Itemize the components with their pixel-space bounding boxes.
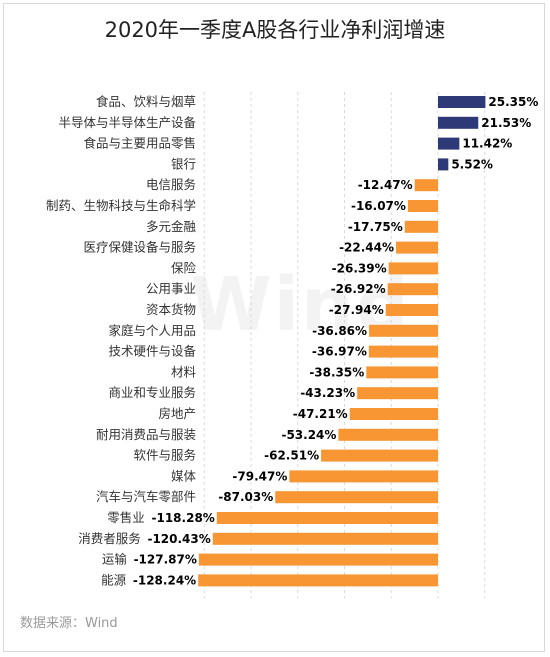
- value-labels: 25.35% 21.53% 11.42% 5.52% -12.47% -16.07% -17…: [133, 95, 539, 587]
- category-label: 半导体与半导体生产设备: [58, 115, 196, 130]
- category-label: 电信服务: [146, 177, 196, 192]
- bar: [438, 96, 486, 108]
- bar: [404, 220, 438, 233]
- value-label: -127.87%: [134, 553, 197, 567]
- value-label: -12.47%: [358, 178, 413, 192]
- category-label: 技术硬件与设备: [108, 344, 196, 359]
- category-label: 零售业: [107, 510, 145, 525]
- category-label: 食品与主要用品零售: [83, 136, 196, 151]
- category-label: 医疗保健设备与服务: [83, 240, 196, 255]
- value-label: 21.53%: [481, 116, 531, 130]
- category-label: 商业和专业服务: [108, 385, 196, 400]
- value-label: -36.97%: [312, 345, 367, 359]
- bar: [366, 366, 438, 379]
- category-label: 耐用消费品与服装: [96, 427, 196, 442]
- bar: [349, 408, 438, 420]
- value-label: -26.92%: [331, 282, 386, 296]
- value-label: -128.24%: [133, 573, 196, 587]
- value-label: -47.21%: [293, 407, 348, 421]
- bar: [438, 137, 460, 150]
- bar: [368, 345, 438, 358]
- data-source-note: 数据来源：Wind: [20, 616, 118, 631]
- bar: [407, 200, 438, 212]
- bar: [338, 428, 438, 441]
- category-label: 运输: [102, 552, 128, 567]
- value-label: -79.47%: [232, 469, 287, 483]
- value-label: -87.03%: [218, 490, 273, 504]
- category-label: 媒体: [171, 468, 197, 483]
- bar: [438, 158, 449, 171]
- category-label: 能源: [101, 572, 127, 587]
- value-label: -26.39%: [332, 261, 387, 275]
- bar: [369, 324, 438, 337]
- bar: [438, 116, 479, 129]
- value-label: -43.23%: [300, 386, 355, 400]
- category-label: 软件与服务: [133, 448, 196, 463]
- value-label: -17.75%: [348, 220, 403, 234]
- value-label: -38.35%: [309, 365, 364, 379]
- category-label: 制药、生物科技与生命科学: [46, 198, 196, 213]
- chart-title: 2020年一季度A股各行业净利润增速: [104, 18, 446, 42]
- category-label: 消费者服务: [78, 531, 141, 546]
- category-label: 房地产: [158, 406, 196, 421]
- value-label: -120.43%: [147, 532, 210, 546]
- value-label: 25.35%: [488, 95, 538, 109]
- category-label: 保险: [171, 260, 197, 275]
- category-label: 多元金融: [146, 219, 197, 234]
- value-label: -27.94%: [329, 303, 384, 317]
- value-label: -118.28%: [152, 511, 215, 525]
- category-label: 家庭与个人用品: [108, 323, 196, 338]
- category-label: 资本货物: [146, 302, 196, 317]
- bar: [289, 470, 438, 483]
- value-label: -22.44%: [339, 241, 394, 255]
- category-label: 食品、饮料与烟草: [96, 94, 196, 109]
- bar: [388, 262, 438, 275]
- value-label: -36.86%: [312, 324, 367, 338]
- bar: [396, 241, 438, 254]
- bar: [275, 491, 438, 504]
- bar: [321, 449, 438, 462]
- bar: [198, 553, 438, 566]
- value-label: 5.52%: [451, 157, 493, 171]
- category-label: 银行: [171, 156, 196, 171]
- category-label: 汽车与汽车零部件: [96, 489, 196, 504]
- bars: [198, 96, 486, 587]
- value-label: -62.51%: [264, 449, 319, 463]
- category-label: 材料: [171, 364, 197, 379]
- bar: [198, 574, 438, 587]
- category-labels: 食品、饮料与烟草半导体与半导体生产设备食品与主要用品零售银行电信服务制药、生物科…: [46, 94, 197, 587]
- bar: [414, 179, 438, 192]
- bar: [387, 283, 438, 296]
- bar: [216, 512, 438, 524]
- bar: [357, 387, 438, 400]
- value-label: 11.42%: [462, 137, 512, 151]
- value-label: -53.24%: [281, 428, 336, 442]
- bar: [385, 304, 438, 316]
- value-label: -16.07%: [351, 199, 406, 213]
- category-label: 公用事业: [146, 281, 196, 296]
- chart-frame: [3, 3, 545, 652]
- bar: [212, 532, 438, 545]
